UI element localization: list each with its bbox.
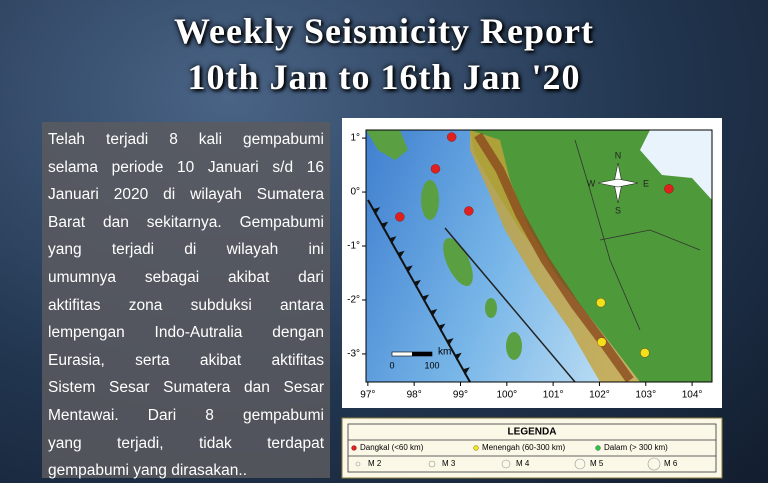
earthquake <box>664 184 674 194</box>
trench-tooth <box>430 309 438 318</box>
x-tick-label: 97° <box>360 390 375 401</box>
description-line: selama periode 10 Januari s/d 16 <box>48 158 324 176</box>
trench-tooth <box>381 221 389 230</box>
trench-tooth <box>413 279 421 288</box>
title: Weekly Seismicity Report <box>174 11 594 51</box>
legend-dot <box>351 445 357 451</box>
description-line: yang terjadi, tidak terdapat <box>48 434 324 452</box>
legend-magnitude-label: M 6 <box>664 459 678 468</box>
trench-tooth <box>422 294 430 303</box>
earthquake <box>395 212 405 222</box>
trench-tooth <box>389 236 397 245</box>
subtitle: 10th Jan to 16th Jan '20 <box>187 57 581 97</box>
description-line: Eurasia, serta akibat aktifitas <box>48 351 324 369</box>
boundary <box>574 139 641 331</box>
earthquake <box>447 132 457 142</box>
boundary <box>599 229 701 251</box>
island <box>421 180 439 220</box>
trench <box>367 199 471 382</box>
description-line: Januari 2020 di wilayah Sumatera <box>48 186 324 204</box>
description-line: Mentawai. Dari 8 gempabumi <box>48 406 324 424</box>
island <box>485 298 497 318</box>
legend-dot <box>473 445 479 451</box>
x-tick-label: 101° <box>543 390 564 401</box>
legend <box>341 417 723 479</box>
x-tick-label: 100° <box>496 390 517 401</box>
fault <box>444 227 576 382</box>
legend-size <box>355 461 361 467</box>
scale-end: 100 <box>424 360 439 370</box>
trench-tooth <box>405 265 413 274</box>
x-tick-label: 104° <box>682 390 703 401</box>
compass <box>597 162 639 204</box>
trench-tooth <box>438 323 446 332</box>
island <box>366 130 408 160</box>
legend-inner <box>347 423 717 473</box>
trench-tooth <box>446 338 454 347</box>
earthquake <box>597 337 607 347</box>
legend-title: LEGENDA <box>508 427 557 438</box>
scale-bar <box>412 352 432 356</box>
y-tick-label: -3° <box>347 349 360 360</box>
y-tick-label: -1° <box>347 241 360 252</box>
x-tick-label: 98° <box>407 390 422 401</box>
compass-s: S <box>615 205 621 215</box>
legend-size <box>574 458 586 470</box>
description-line: lempengan Indo-Autralia dengan <box>48 324 324 342</box>
compass-n: N <box>615 150 622 160</box>
legend-magnitude-label: M 5 <box>590 459 604 468</box>
legend-size <box>428 460 436 468</box>
y-tick-label: 1° <box>350 133 360 144</box>
legend-magnitude-label: M 4 <box>516 459 530 468</box>
legend-depth-label: Menengah (60-300 km) <box>482 443 565 452</box>
island <box>506 332 522 360</box>
description-line: yang terjadi di wilayah ini <box>48 241 324 259</box>
y-tick-label: 0° <box>350 187 360 198</box>
compass-w: W <box>587 178 596 188</box>
description-line: Sistem Sesar Sumatera dan Sesar <box>48 379 324 397</box>
legend-size <box>647 457 661 471</box>
x-tick-label: 103° <box>635 390 656 401</box>
trench-tooth <box>373 207 381 216</box>
trench-tooth <box>454 352 462 361</box>
scale-start: 0 <box>389 360 394 370</box>
y-tick-label: -2° <box>347 295 360 306</box>
legend-dot <box>595 445 601 451</box>
island <box>443 237 473 287</box>
scale-unit: km <box>438 347 451 358</box>
compass-e: E <box>643 178 649 188</box>
legend-depth-label: Dalam (> 300 km) <box>604 443 668 452</box>
description-line: Telah terjadi 8 kali gempabumi <box>48 131 324 148</box>
x-tick-label: 102° <box>589 390 610 401</box>
trench-tooth <box>462 367 470 376</box>
description-line: gempabumi yang dirasakan.. <box>48 462 248 480</box>
description-line: aktifitas zona subduksi antara <box>48 296 324 314</box>
description: Telah terjadi 8 kali gempabumi selama per… <box>42 122 330 479</box>
trench-tooth <box>397 250 405 259</box>
trench-teeth <box>373 207 470 376</box>
legend-magnitude-label: M 3 <box>442 459 456 468</box>
description-line: Barat dan sekitarnya. Gempabumi <box>48 213 324 231</box>
earthquake <box>430 164 441 174</box>
x-tick-label: 99° <box>453 390 468 401</box>
earthquake <box>640 348 650 358</box>
legend-size <box>501 459 511 469</box>
sumatra <box>470 130 712 382</box>
legend-magnitude-label: M 2 <box>368 459 382 468</box>
plot-border <box>365 129 713 383</box>
legend-depth-label: Dangkal (<60 km) <box>360 443 424 452</box>
description-line: umumnya sebagai akibat dari <box>48 268 324 286</box>
earthquake <box>596 298 606 308</box>
earthquake <box>464 206 474 216</box>
